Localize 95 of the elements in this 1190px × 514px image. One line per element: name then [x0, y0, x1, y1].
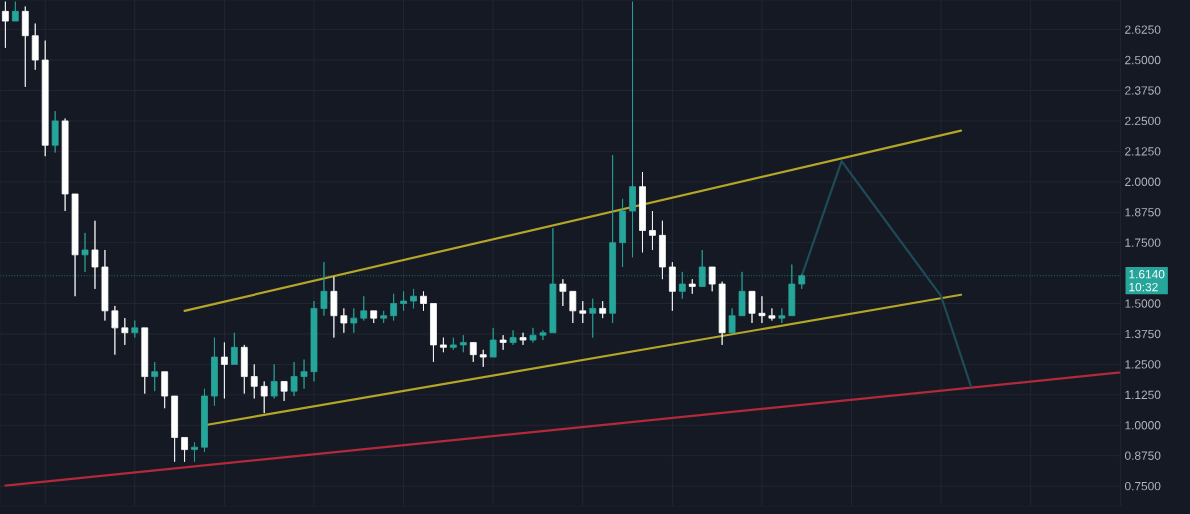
candlestick — [529, 327, 537, 343]
candlestick — [21, 5, 29, 88]
text: 10:32 — [1129, 282, 1158, 292]
candlestick — [589, 298, 597, 338]
candlestick — [211, 337, 218, 407]
candlestick — [629, 1, 636, 258]
y-tick-label: 2.5000 — [1125, 55, 1161, 65]
candlestick — [579, 300, 587, 324]
candlestick — [41, 40, 49, 157]
candlestick — [678, 271, 686, 299]
candlestick — [101, 249, 109, 321]
candlestick — [320, 261, 328, 316]
candlestick — [449, 337, 457, 351]
candlestick — [350, 307, 358, 334]
candlestick — [440, 337, 447, 353]
candlestick — [509, 329, 517, 346]
y-tick-label: 0.8750 — [1124, 451, 1161, 460]
candlestick — [121, 317, 129, 346]
candlestick — [410, 288, 417, 309]
candlestick — [609, 154, 617, 324]
y-tick-label: 2.3750 — [1125, 86, 1161, 95]
candlestick — [479, 349, 487, 368]
y-tick-label: 2.2500 — [1125, 116, 1161, 126]
y-tick-label: 1.0000 — [1125, 420, 1161, 430]
candlestick — [201, 388, 208, 453]
candlestick — [260, 380, 268, 414]
y-tick-label: 1.1250 — [1125, 390, 1161, 399]
candlestick — [2, 1, 9, 49]
y-tick-label: 2.1250 — [1125, 147, 1161, 156]
candlestick — [569, 290, 577, 324]
y-tick-label: 1.7500 — [1125, 238, 1161, 247]
candlestick — [31, 23, 39, 71]
candlestick — [370, 310, 378, 324]
candlestick — [559, 278, 567, 307]
candlestick — [300, 359, 308, 390]
candlestick — [390, 293, 398, 321]
y-tick-label: 1.3750 — [1125, 329, 1161, 339]
candlestick — [141, 327, 149, 394]
y-tick-label: 1.5000 — [1125, 299, 1161, 308]
candlestick — [191, 441, 198, 463]
candlestick — [290, 361, 298, 397]
candlestick — [519, 332, 527, 346]
candlestick — [181, 436, 188, 463]
y-tick-label: 1.2500 — [1125, 360, 1161, 369]
candlestick — [599, 300, 607, 319]
candlestick — [81, 232, 89, 273]
y-tick-label: 2.6250 — [1125, 25, 1161, 34]
candlestick — [649, 210, 656, 251]
ref-line-label: 1.6140 — [1129, 269, 1165, 279]
candlestick — [430, 303, 437, 363]
candlestick — [270, 363, 278, 399]
y-tick-label: 1.8750 — [1125, 207, 1161, 217]
candlestick — [778, 307, 786, 324]
candlestick — [619, 198, 626, 268]
candlestick — [310, 300, 318, 382]
candlestick — [459, 334, 467, 353]
y-tick-label: 0.7500 — [1124, 481, 1161, 491]
candlestick — [539, 329, 547, 341]
candlestick — [250, 363, 258, 399]
candlestick — [131, 320, 139, 338]
candlestick — [499, 334, 507, 351]
candlestick — [768, 307, 776, 321]
candlestick — [639, 171, 646, 253]
candlestick — [360, 295, 368, 321]
candlestick — [420, 290, 427, 312]
candlestick — [708, 266, 716, 292]
candlestick — [728, 307, 736, 334]
candlestick — [469, 341, 477, 363]
candlestick — [51, 110, 59, 153]
candlestick — [280, 380, 288, 402]
candlestick — [221, 341, 228, 399]
candlestick — [400, 290, 407, 312]
candlestick — [668, 261, 676, 312]
candlestick — [171, 395, 178, 463]
candlestick — [659, 220, 666, 280]
candlestick — [489, 327, 497, 358]
candlestick — [61, 117, 69, 212]
candlestick — [330, 276, 338, 338]
candlestick — [240, 344, 248, 394]
candlestick — [11, 1, 19, 22]
candlestick — [748, 290, 756, 324]
candlestick — [758, 295, 766, 324]
candlestick — [111, 305, 119, 355]
candlestick — [71, 193, 79, 297]
candlestick — [380, 310, 388, 324]
candlestick — [91, 220, 99, 290]
line-series — [800, 159, 973, 388]
candlestick — [161, 371, 169, 409]
candlestick — [340, 307, 348, 334]
candlestick — [230, 332, 238, 365]
candlestick — [688, 278, 696, 295]
candlestick — [718, 281, 726, 346]
candlestick — [549, 227, 557, 334]
y-tick-label: 2.0000 — [1125, 177, 1161, 186]
candlestick — [151, 361, 159, 392]
